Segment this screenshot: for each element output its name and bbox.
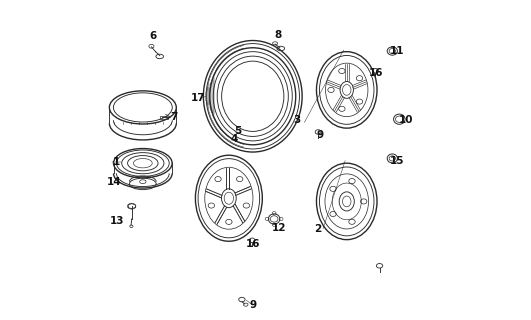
Text: 1: 1 xyxy=(113,156,120,167)
Text: 11: 11 xyxy=(390,46,404,56)
Text: 12: 12 xyxy=(272,222,286,233)
Text: 6: 6 xyxy=(150,31,157,41)
Text: 9: 9 xyxy=(316,130,324,140)
Text: 14: 14 xyxy=(107,177,122,187)
Text: 9: 9 xyxy=(250,300,257,310)
Text: 5: 5 xyxy=(234,126,241,136)
Text: 4: 4 xyxy=(230,134,238,144)
Text: 15: 15 xyxy=(390,156,404,166)
Text: 13: 13 xyxy=(110,216,125,226)
Text: 2: 2 xyxy=(314,223,322,234)
Text: 16: 16 xyxy=(369,68,383,78)
Text: 3: 3 xyxy=(294,115,301,125)
Text: 7: 7 xyxy=(170,112,178,122)
Text: 16: 16 xyxy=(245,239,260,249)
Text: 17: 17 xyxy=(191,93,206,103)
Text: 8: 8 xyxy=(274,30,281,40)
Text: 10: 10 xyxy=(398,115,413,125)
